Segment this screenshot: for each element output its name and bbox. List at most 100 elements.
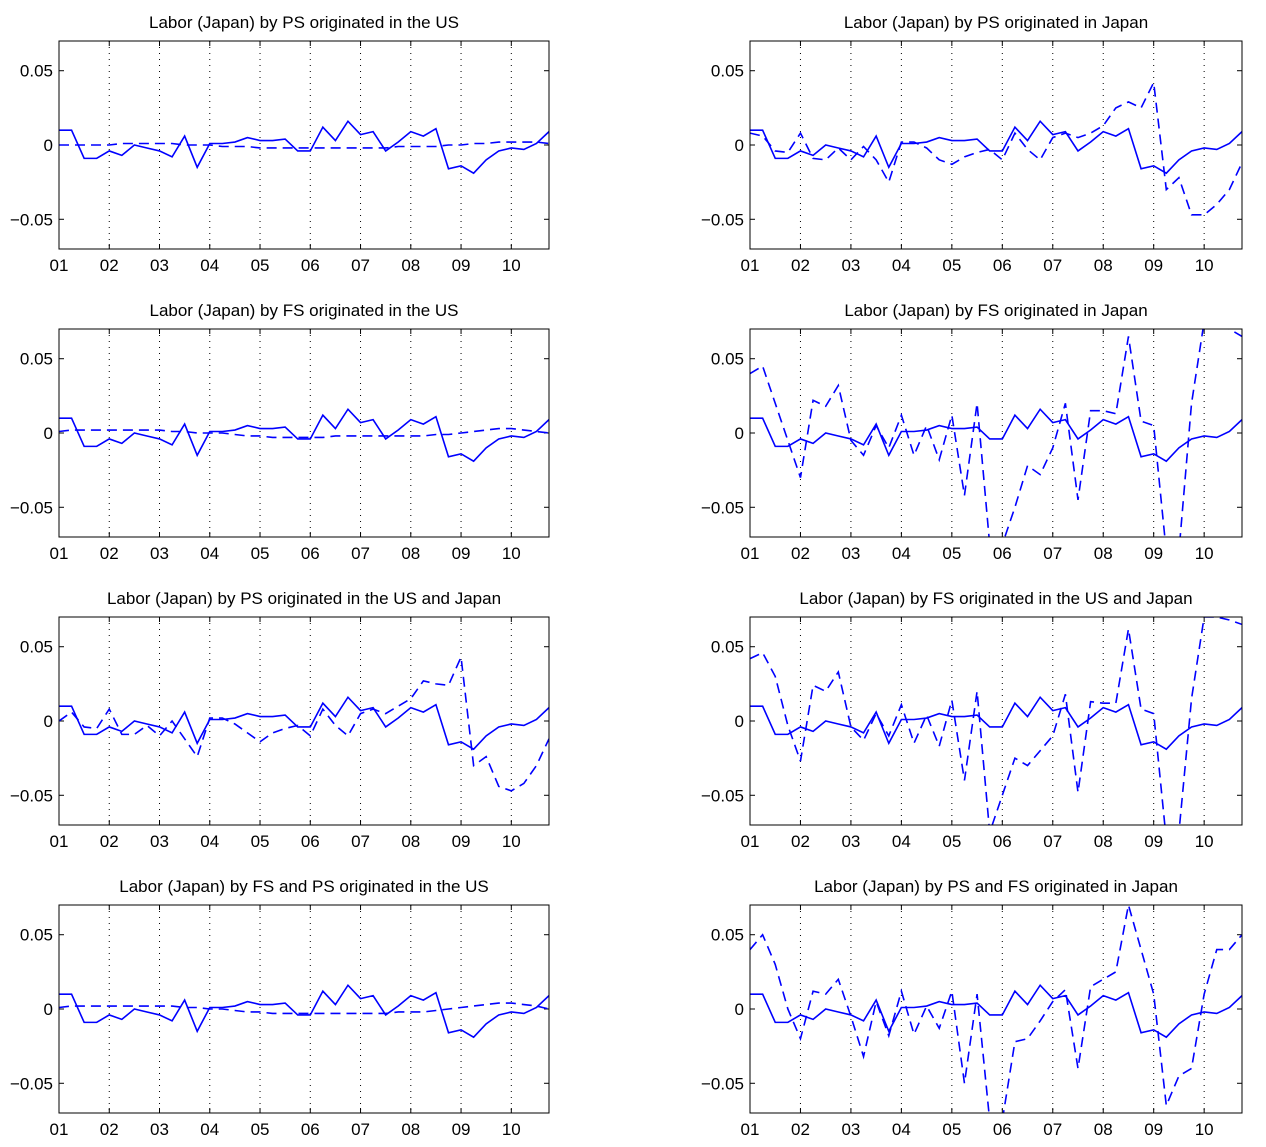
plot-area [59,41,549,249]
x-tick-label: 06 [301,256,320,275]
x-tick-label: 03 [150,256,169,275]
subplot-title: Labor (Japan) by FS originated in the US [149,301,458,320]
x-tick-label: 06 [301,544,320,563]
subplot-title: Labor (Japan) by FS originated in the US… [799,589,1192,608]
plot-area [59,617,549,825]
x-tick-label: 08 [401,256,420,275]
axes-frame [749,40,1243,250]
x-tick-label: 06 [993,544,1012,563]
y-tick-label: 0.05 [711,926,744,945]
x-tick-label: 08 [401,832,420,851]
x-tick-label: 04 [200,544,219,563]
y-tick-label: −0.05 [10,210,53,229]
subplot: Labor (Japan) by FS originated in the US… [10,301,550,563]
axes-frame [749,328,1243,538]
x-tick-label: 09 [1144,256,1163,275]
y-tick-label: −0.05 [701,498,744,517]
plot-area [59,905,549,1113]
x-tick-label: 04 [892,1120,911,1139]
x-tick-label: 03 [150,544,169,563]
x-tick-label: 10 [502,256,521,275]
x-tick-label: 02 [791,1120,810,1139]
data-line [750,617,1242,825]
data-line [59,654,549,792]
x-tick-label: 02 [791,256,810,275]
subplot: Labor (Japan) by PS originated in the US… [10,13,550,275]
x-tick-label: 05 [251,832,270,851]
data-line [750,119,1242,175]
x-tick-label: 08 [401,544,420,563]
data-line [750,905,1242,1113]
plot-area [750,329,1242,537]
y-tick-label: −0.05 [701,210,744,229]
data-line [750,695,1242,751]
x-tick-label: 06 [301,1120,320,1139]
plot-area [750,905,1242,1113]
y-tick-label: 0 [735,424,744,443]
x-tick-label: 07 [1043,544,1062,563]
plot-area [59,329,549,537]
x-tick-label: 03 [841,256,860,275]
plot-area [750,41,1242,249]
x-tick-label: 04 [200,832,219,851]
x-tick-label: 09 [1144,544,1163,563]
x-tick-label: 09 [1144,1120,1163,1139]
x-tick-label: 05 [251,1120,270,1139]
y-tick-label: 0.05 [20,638,53,657]
x-tick-label: 05 [942,544,961,563]
axes-frame [58,40,550,250]
x-tick-label: 03 [150,1120,169,1139]
x-tick-label: 01 [741,1120,760,1139]
data-line [59,983,549,1039]
y-tick-label: −0.05 [701,1074,744,1093]
x-tick-label: 02 [100,1120,119,1139]
axes-frame [749,616,1243,826]
y-tick-label: 0 [44,424,53,443]
plot-area [750,617,1242,825]
y-tick-label: 0 [44,1000,53,1019]
x-tick-label: 06 [301,832,320,851]
y-tick-label: −0.05 [10,498,53,517]
x-tick-label: 07 [351,544,370,563]
x-tick-label: 02 [791,544,810,563]
y-tick-label: 0.05 [20,926,53,945]
data-line [59,1002,549,1015]
subplot: Labor (Japan) by FS originated in the US… [701,589,1243,851]
subplot: Labor (Japan) by PS and FS originated in… [701,877,1243,1139]
subplot: Labor (Japan) by PS originated in Japan 0… [701,13,1243,275]
axes-frame [58,904,550,1114]
subplot: Labor (Japan) by FS and PS originated in… [10,877,550,1139]
x-tick-label: 10 [1195,832,1214,851]
x-tick-label: 09 [452,1120,471,1139]
x-tick-label: 04 [200,1120,219,1139]
y-tick-label: 0.05 [711,62,744,81]
x-tick-label: 07 [1043,832,1062,851]
y-tick-label: −0.05 [10,786,53,805]
x-tick-label: 07 [351,832,370,851]
axes-frame [749,904,1243,1114]
x-tick-label: 09 [452,544,471,563]
x-tick-label: 10 [1195,544,1214,563]
x-tick-label: 01 [50,256,69,275]
x-tick-label: 01 [741,544,760,563]
y-tick-label: 0 [44,712,53,731]
subplot-title: Labor (Japan) by PS originated in the US… [107,589,501,608]
x-tick-label: 02 [791,832,810,851]
y-tick-label: 0 [735,712,744,731]
y-tick-label: 0 [44,136,53,155]
data-line [59,119,549,175]
x-tick-label: 05 [942,1120,961,1139]
x-tick-label: 03 [841,1120,860,1139]
data-line [750,407,1242,463]
x-tick-label: 05 [251,256,270,275]
x-tick-label: 10 [1195,256,1214,275]
x-tick-label: 05 [942,832,961,851]
x-tick-label: 07 [351,256,370,275]
x-tick-label: 10 [502,832,521,851]
subplot-title: Labor (Japan) by FS originated in Japan [844,301,1147,320]
subplot-title: Labor (Japan) by PS and FS originated in… [814,877,1178,896]
y-tick-label: 0 [735,136,744,155]
x-tick-label: 01 [50,544,69,563]
x-tick-label: 04 [892,544,911,563]
